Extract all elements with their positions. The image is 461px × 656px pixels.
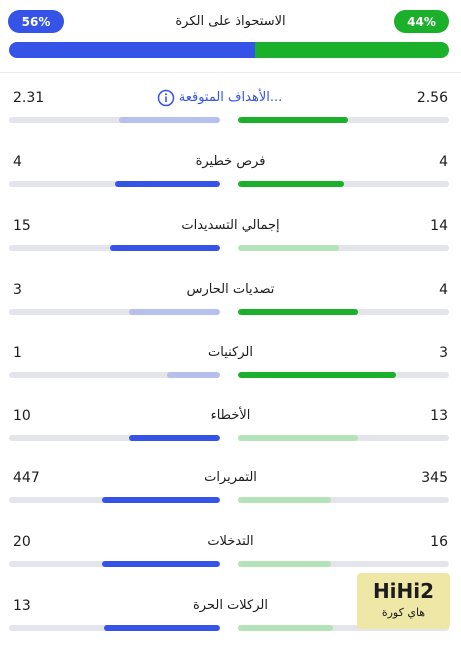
stat-label: التمريرات: [204, 470, 257, 485]
stat-left-fill: [101, 561, 220, 567]
site-logo: HiHi2 هاي كورة: [357, 573, 450, 629]
possession-title: الاستحواذ على الكرة: [175, 14, 286, 29]
stat-label: إجمالي التسديدات: [181, 218, 280, 233]
stat-label: تصديات الحارس: [186, 282, 275, 297]
stat-right-value: 2.56: [416, 90, 448, 106]
stat-row: 20 التدخلات 16: [0, 532, 461, 592]
stat-right-fill: [238, 245, 340, 251]
stat-row: 2.31 الأهداف المتوقعة... 2.56: [0, 88, 461, 148]
stat-right-fill: [238, 309, 359, 315]
stat-left-track: [9, 181, 220, 187]
stat-left-value: 13: [13, 598, 31, 614]
stat-left-value: 15: [13, 218, 31, 234]
stat-left-track: [9, 625, 220, 631]
stat-left-fill: [118, 117, 220, 123]
stat-right-fill: [238, 497, 331, 503]
stat-left-value: 1: [13, 345, 22, 361]
stat-right-value: 4: [439, 154, 448, 170]
stat-label: الركلات الحرة: [192, 598, 268, 613]
stat-left-value: 2.31: [13, 90, 45, 106]
stat-left-track: [9, 561, 220, 567]
stat-right-track: [238, 372, 449, 378]
stat-left-fill: [103, 625, 220, 631]
stat-left-track: [9, 245, 220, 251]
stat-left-value: 447: [13, 470, 40, 486]
stat-row: 15 إجمالي التسديدات 14: [0, 216, 461, 276]
stat-right-track: [238, 435, 449, 441]
logo-brand: HiHi2: [372, 579, 435, 603]
stat-right-value: 16: [430, 534, 448, 550]
stat-left-track: [9, 372, 220, 378]
stat-right-track: [238, 245, 449, 251]
stat-right-fill: [238, 181, 344, 187]
stat-right-fill: [238, 372, 397, 378]
possession-bar: [9, 42, 449, 58]
stat-right-value: 13: [430, 408, 448, 424]
stat-left-fill: [101, 497, 220, 503]
stat-left-track: [9, 309, 220, 315]
stat-right-value: 14: [430, 218, 448, 234]
stat-right-track: [238, 561, 449, 567]
divider: [0, 72, 461, 73]
stat-label[interactable]: الأهداف المتوقعة...: [178, 90, 283, 105]
stat-right-value: 4: [439, 282, 448, 298]
stat-right-fill: [238, 561, 331, 567]
stat-row: 4 فرص خطيرة 4: [0, 152, 461, 212]
stat-row: 1 الركنيات 3: [0, 343, 461, 403]
stat-left-value: 10: [13, 408, 31, 424]
stat-label: التدخلات: [207, 534, 254, 549]
stat-left-track: [9, 117, 220, 123]
stat-label: الأخطاء: [210, 408, 251, 423]
stat-label: فرص خطيرة: [195, 154, 266, 169]
stat-right-value: 345: [421, 470, 448, 486]
stat-right-track: [238, 497, 449, 503]
stat-row: 10 الأخطاء 13: [0, 406, 461, 466]
stat-right-fill: [238, 625, 333, 631]
stat-left-track: [9, 497, 220, 503]
stat-left-fill: [110, 245, 220, 251]
logo-subtitle: هاي كورة: [381, 606, 426, 619]
stat-left-value: 20: [13, 534, 31, 550]
stat-right-track: [238, 625, 449, 631]
stat-right-fill: [238, 117, 348, 123]
stat-row: 447 التمريرات 345: [0, 468, 461, 528]
possession-header: 56% الاستحواذ على الكرة 44%: [0, 0, 461, 70]
stat-left-track: [9, 435, 220, 441]
stat-left-fill: [129, 309, 220, 315]
stat-row: 13 الركلات الحرة: [0, 596, 461, 656]
stat-left-fill: [129, 435, 220, 441]
stat-left-value: 3: [13, 282, 22, 298]
possession-bar-right: [255, 42, 449, 58]
stat-right-value: 3: [439, 345, 448, 361]
info-icon[interactable]: [157, 89, 175, 107]
possession-bar-left: [9, 42, 256, 58]
stat-right-track: [238, 181, 449, 187]
stat-right-track: [238, 117, 449, 123]
stat-row: 3 تصديات الحارس 4: [0, 280, 461, 340]
stat-left-fill: [114, 181, 220, 187]
stat-left-value: 4: [13, 154, 22, 170]
right-possession-badge: 44%: [394, 10, 449, 33]
stat-left-fill: [167, 372, 220, 378]
stat-label: الركنيات: [208, 345, 253, 360]
stat-right-track: [238, 309, 449, 315]
left-possession-badge: 56%: [8, 10, 64, 33]
stat-right-fill: [238, 435, 359, 441]
